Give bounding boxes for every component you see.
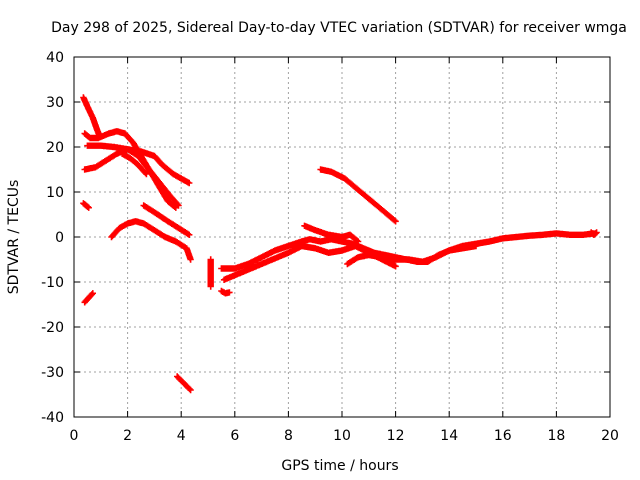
x-tick-label: 16: [494, 428, 512, 444]
data-point-markers: [301, 222, 362, 245]
data-point-markers: [317, 166, 399, 225]
series-arc-14: [301, 222, 362, 245]
data-point-markers: [81, 290, 96, 306]
series-dots-19h: [588, 229, 600, 238]
series-arc-12: [218, 230, 598, 272]
x-axis-label: GPS time / hours: [281, 458, 398, 474]
y-tick-label: -40: [41, 410, 64, 426]
x-tick-label: 8: [284, 428, 293, 444]
data-point-markers: [344, 242, 480, 268]
y-tick-label: 40: [46, 50, 64, 66]
y-tick-label: -20: [41, 320, 64, 336]
y-tick-label: -10: [41, 275, 64, 291]
data-point-markers: [140, 202, 193, 238]
x-tick-label: 10: [333, 428, 351, 444]
data-point-markers: [218, 230, 598, 272]
data-point-markers: [218, 287, 233, 297]
series-dots-5h: [207, 256, 214, 290]
x-tick-label: 4: [177, 428, 186, 444]
y-axis-label: SDTVAR / TECUs: [6, 180, 22, 295]
series-arc-5: [119, 150, 150, 178]
data-layer: [80, 94, 600, 394]
y-tick-label: 30: [46, 95, 64, 111]
x-tick-label: 18: [547, 428, 565, 444]
data-point-markers: [80, 200, 92, 211]
x-tick-label: 2: [123, 428, 132, 444]
series-arc-10: [174, 373, 194, 394]
data-point-markers: [108, 218, 194, 263]
data-point-markers: [80, 94, 103, 139]
series-arc-16: [344, 242, 480, 268]
y-tick-label: 20: [46, 140, 64, 156]
series-arc-6: [80, 200, 92, 211]
series-arc-11: [218, 287, 233, 297]
x-tick-label: 6: [230, 428, 239, 444]
data-point-markers: [174, 373, 194, 394]
series-arc-1: [80, 94, 103, 139]
series-arc-15: [317, 166, 399, 225]
series-arc-8: [108, 218, 194, 263]
x-tick-label: 12: [387, 428, 405, 444]
data-point-markers: [207, 256, 214, 290]
y-tick-label: -30: [41, 365, 64, 381]
x-tick-label: 14: [440, 428, 458, 444]
tick-layer: 0 2 4 6 8 10 12 14 16 18 20 -40 -30 -20 -10 0 10 20 30 40: [41, 50, 619, 444]
x-tick-label: 0: [70, 428, 79, 444]
series-arc-7: [140, 202, 193, 238]
chart-title: Day 298 of 2025, Sidereal Day-to-day VTE…: [51, 20, 627, 36]
y-tick-label: 0: [55, 230, 64, 246]
data-point-markers: [588, 229, 600, 238]
y-tick-label: 10: [46, 185, 64, 201]
data-point-markers: [119, 150, 150, 178]
x-tick-label: 20: [601, 428, 619, 444]
series-arc-9: [81, 290, 96, 306]
